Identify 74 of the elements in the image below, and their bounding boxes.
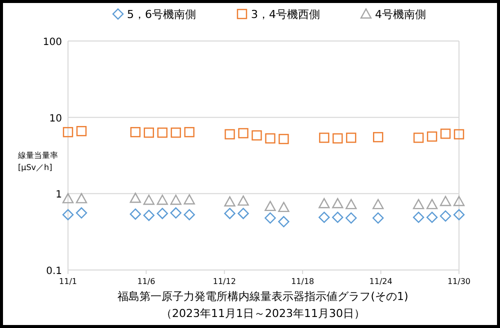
point [426,198,438,210]
point [184,127,194,138]
y-axis-title: 線量当量率 [μSv／h] [17,151,58,172]
point [332,198,344,208]
point [130,192,142,203]
point [346,132,356,143]
point [157,128,168,138]
point [332,212,344,223]
point [278,216,290,228]
x-tick-label: 11/18 [291,277,314,286]
point [62,127,74,138]
y-tick-label: 100 [42,37,62,48]
text: （2023年11月1日～2023年11月30日） [161,307,365,320]
point [184,194,195,204]
point [372,198,384,210]
point [264,200,276,212]
x-tick-label: 11/30 [447,277,471,286]
point [265,133,276,144]
point [170,128,181,138]
point [426,131,438,142]
point [440,128,451,139]
point [454,129,464,140]
point [184,209,195,220]
legend-label: 3，4号機西側 [251,8,320,21]
point [156,208,168,220]
legend-label: 5，6号機南側 [127,8,196,21]
point [412,198,424,210]
text: 福島第一原子力発電所構内線量表示器指示値グラフ(その1) [118,290,408,303]
point [318,212,330,223]
point [373,132,384,142]
point [224,196,236,207]
point [170,207,182,218]
point [224,208,236,220]
y-tick-label: 10 [49,113,62,124]
point [143,210,154,221]
point [346,212,357,224]
point [252,130,262,140]
x-tick-label: 11/12 [212,277,236,286]
legend-label: 4号機南側 [375,8,426,21]
point [130,127,141,138]
point [264,212,276,224]
y-tick-label: 0.1 [46,266,62,277]
point [278,202,290,212]
point [76,193,88,204]
point [130,208,142,220]
point [346,198,357,210]
point [76,207,88,218]
point [440,196,452,206]
point [440,210,452,222]
point [76,126,87,136]
point [62,193,74,204]
point [224,129,235,140]
y-tick-label: 1 [56,190,62,201]
point [426,212,438,223]
point [412,212,424,223]
x-tick-label: 11/6 [137,277,156,286]
point [332,133,343,144]
point [278,134,289,144]
point [372,212,384,224]
point [238,195,249,206]
point [238,208,249,220]
point [413,132,424,143]
x-tick-label: 11/1 [59,277,77,286]
point [62,209,74,220]
point [319,132,330,143]
point [143,194,154,205]
point [156,194,168,205]
point [453,196,465,206]
point [453,209,465,220]
point [170,194,182,205]
point [318,198,330,208]
x-tick-label: 11/24 [369,277,392,286]
point [238,128,248,138]
point [144,128,154,138]
